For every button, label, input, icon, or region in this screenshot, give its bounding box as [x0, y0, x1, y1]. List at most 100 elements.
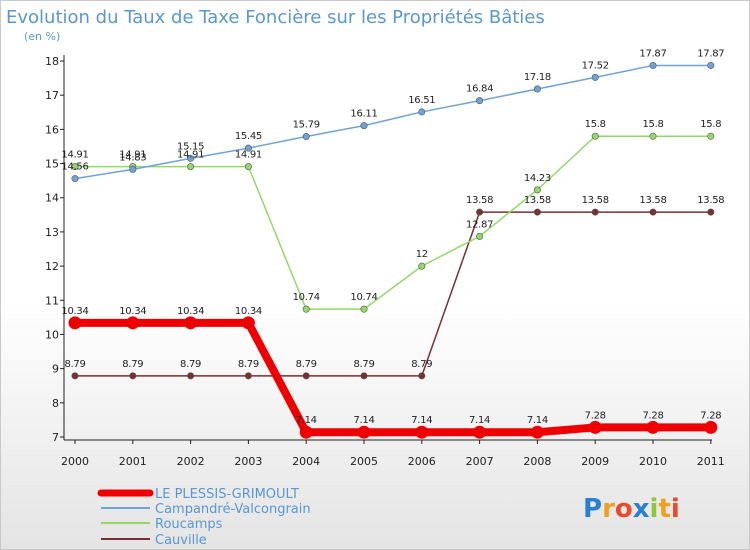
data-label: 13.58	[466, 195, 493, 206]
data-label: 14.83	[119, 152, 146, 163]
data-label: 7.14	[411, 415, 432, 426]
data-point	[588, 420, 602, 434]
legend: LE PLESSIS-GRIMOULTCampandré-Valcongrain…	[97, 487, 311, 548]
x-tick-label: 2003	[234, 455, 262, 468]
data-label: 7.14	[469, 415, 490, 426]
data-point	[591, 73, 599, 81]
x-tick-label: 2004	[292, 455, 320, 468]
data-point	[360, 305, 368, 313]
data-label: 13.58	[524, 195, 551, 206]
data-label: 13.58	[639, 195, 666, 206]
data-label: 15.8	[642, 119, 663, 130]
data-label: 14.91	[177, 150, 204, 161]
data-point	[649, 132, 657, 140]
data-point	[646, 420, 660, 434]
data-point	[418, 372, 426, 380]
data-point	[418, 108, 426, 116]
data-point	[530, 425, 544, 439]
data-label: 16.51	[408, 95, 435, 106]
data-label: 17.18	[524, 72, 551, 83]
x-tick-label: 2007	[466, 455, 494, 468]
data-label: 7.14	[296, 415, 317, 426]
data-label: 15.15	[177, 141, 204, 152]
data-point	[71, 175, 79, 183]
data-label: 10.34	[61, 306, 88, 317]
data-label: 15.79	[293, 120, 320, 131]
y-tick-label: 16	[45, 123, 59, 136]
data-label: 10.74	[350, 292, 377, 303]
data-label: 15.8	[700, 119, 721, 130]
data-label: 12.87	[466, 219, 493, 230]
data-label: 8.79	[411, 359, 432, 370]
data-label: 10.34	[177, 306, 204, 317]
data-label: 7.28	[585, 410, 606, 421]
data-point	[71, 163, 79, 171]
data-point	[649, 61, 657, 69]
data-point	[299, 425, 313, 439]
data-label: 16.84	[466, 84, 493, 95]
data-point	[591, 208, 599, 216]
data-label: 8.79	[238, 359, 259, 370]
data-point	[415, 425, 429, 439]
y-tick-label: 8	[52, 397, 59, 410]
data-label: 8.79	[122, 359, 143, 370]
data-point	[302, 305, 310, 313]
data-label: 14.56	[61, 162, 88, 173]
series-line-0	[75, 318, 711, 437]
svg-text:Proxiti: Proxiti	[583, 494, 680, 524]
data-point	[129, 165, 137, 173]
data-point	[184, 316, 198, 330]
data-label: 17.87	[697, 48, 724, 59]
data-label: 7.28	[700, 410, 721, 421]
data-point	[187, 372, 195, 380]
y-tick-label: 11	[45, 294, 59, 307]
series-line-3	[75, 211, 711, 377]
data-point	[476, 232, 484, 240]
data-label: 10.34	[235, 306, 262, 317]
series	[68, 61, 718, 439]
y-tick-label: 9	[52, 363, 59, 376]
data-point	[533, 186, 541, 194]
data-point	[244, 372, 252, 380]
x-tick-label: 2010	[639, 455, 667, 468]
data-label: 13.58	[582, 195, 609, 206]
series-line-1	[74, 64, 711, 180]
data-point	[473, 425, 487, 439]
data-point	[241, 316, 255, 330]
data-label: 17.52	[582, 60, 609, 71]
data-point	[129, 372, 137, 380]
y-ticks: 7 8 9 10 11 12 13 14 15 16 17 18	[45, 55, 64, 444]
data-label: 15.8	[585, 119, 606, 130]
data-point	[68, 316, 82, 330]
x-tick-label: 2006	[408, 455, 436, 468]
legend-label: Cauville	[155, 533, 207, 548]
y-tick-label: 14	[45, 192, 59, 205]
data-point	[360, 372, 368, 380]
data-point	[244, 144, 252, 152]
series-line-2	[75, 135, 711, 310]
data-point	[533, 208, 541, 216]
data-label: 7.14	[527, 415, 548, 426]
data-label: 7.14	[353, 415, 374, 426]
x-ticks: 2000 2001 2002 2003 2004 2005 2006 2007 2008 2009…	[61, 440, 725, 468]
data-label: 8.79	[64, 359, 85, 370]
data-label: 14.91	[61, 150, 88, 161]
x-tick-label: 2009	[581, 455, 609, 468]
proxiti-logo: Proxiti	[583, 494, 680, 524]
data-label: 12	[416, 249, 428, 260]
data-point	[707, 61, 715, 69]
data-point	[649, 208, 657, 216]
data-label: 15.45	[235, 131, 262, 142]
data-point	[418, 262, 426, 270]
chart-title: Evolution du Taux de Taxe Foncière sur l…	[6, 7, 545, 28]
y-tick-label: 13	[45, 226, 59, 239]
data-point	[360, 122, 368, 130]
data-point	[126, 316, 140, 330]
data-label: 14.91	[119, 150, 146, 161]
data-label: 8.79	[353, 359, 374, 370]
data-label: 10.34	[119, 306, 146, 317]
data-point	[302, 133, 310, 141]
data-point	[476, 97, 484, 105]
